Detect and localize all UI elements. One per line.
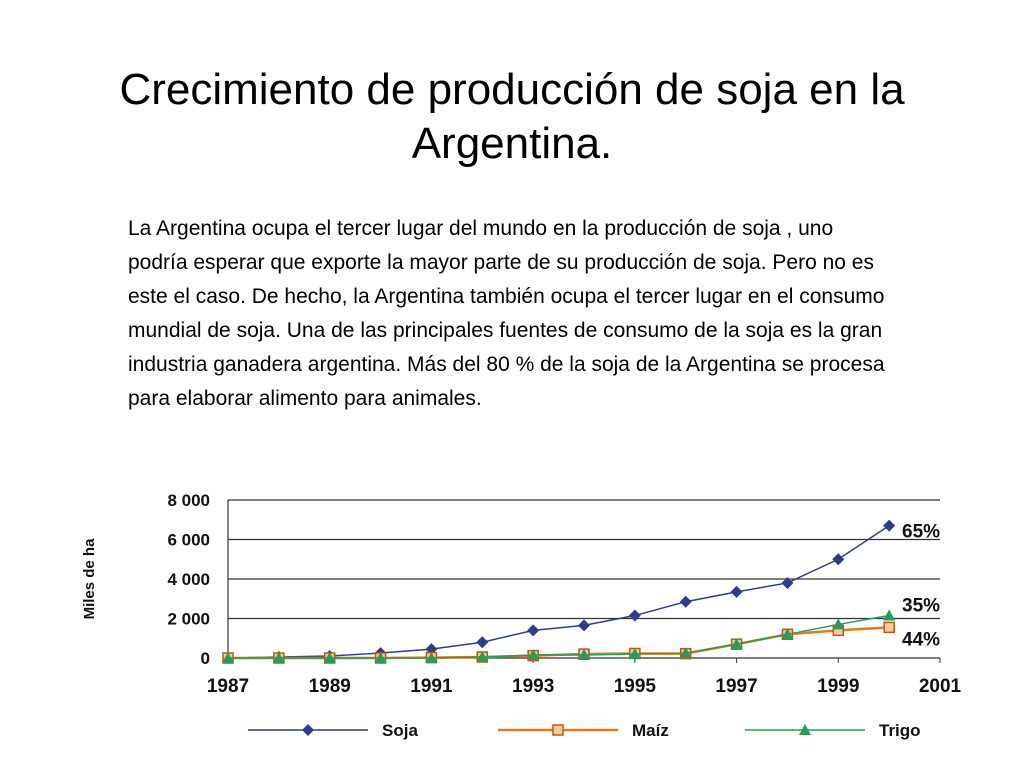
end-label-maiz: 44% bbox=[902, 629, 940, 650]
body-paragraph: La Argentina ocupa el tercer lugar del m… bbox=[128, 217, 885, 410]
chart-svg: 0 2 000 4 000 6 000 8 000 Miles de ha 1987 1989… bbox=[81, 491, 962, 740]
point-trigo bbox=[679, 647, 692, 659]
x-tick-label: 1989 bbox=[309, 676, 351, 697]
end-label-soja: 65% bbox=[902, 522, 940, 543]
series-line-soja bbox=[227, 525, 890, 659]
point-trigo bbox=[883, 609, 896, 621]
point-trigo bbox=[527, 649, 540, 661]
y-tick-label: 6 000 bbox=[167, 531, 210, 550]
x-tick-label: 1987 bbox=[207, 676, 249, 697]
point-trigo bbox=[730, 638, 743, 650]
point-soja bbox=[527, 624, 540, 637]
y-tick-label: 4 000 bbox=[167, 570, 210, 589]
y-axis-title: Miles de ha bbox=[81, 538, 98, 620]
point-trigo bbox=[374, 652, 387, 663]
point-trigo bbox=[476, 651, 489, 663]
point-trigo bbox=[628, 648, 641, 660]
legend-marker-trigo bbox=[799, 724, 811, 735]
y-tick-label: 2 000 bbox=[167, 610, 210, 629]
point-trigo bbox=[222, 652, 234, 663]
legend-marker-soja bbox=[302, 724, 314, 736]
y-tick-label: 0 bbox=[201, 649, 210, 668]
slide-title: Crecimiento de producción de soja en la … bbox=[119, 65, 905, 169]
series-line-trigo bbox=[228, 614, 890, 659]
point-soja bbox=[883, 519, 896, 532]
point-soja bbox=[476, 636, 489, 649]
point-soja bbox=[781, 576, 794, 589]
point-trigo bbox=[781, 628, 794, 640]
y-tick-label: 8 000 bbox=[167, 491, 210, 510]
x-tick-label: 1999 bbox=[817, 676, 859, 697]
point-soja bbox=[730, 585, 743, 598]
legend-label-maiz: Maíz bbox=[632, 721, 669, 740]
line-chart: 0 2 000 4 000 6 000 8 000 Miles de ha 1987 1989… bbox=[70, 480, 980, 760]
point-soja bbox=[578, 619, 590, 632]
x-tick-label: 1991 bbox=[410, 676, 453, 697]
x-tick-label: 1993 bbox=[512, 676, 554, 697]
x-tick-label: 2001 bbox=[919, 676, 962, 697]
end-label-trigo: 35% bbox=[902, 596, 940, 617]
point-trigo bbox=[832, 618, 845, 630]
point-soja bbox=[628, 609, 641, 622]
point-trigo bbox=[272, 652, 285, 663]
point-trigo bbox=[578, 649, 590, 661]
point-soja bbox=[832, 553, 845, 566]
x-tick-label: 1997 bbox=[715, 676, 757, 697]
legend-label-trigo: Trigo bbox=[879, 721, 921, 740]
point-trigo bbox=[323, 652, 336, 663]
point-maiz bbox=[883, 621, 895, 634]
legend-label-soja: Soja bbox=[382, 721, 418, 740]
x-tick-label: 1995 bbox=[614, 676, 657, 697]
point-trigo bbox=[425, 652, 438, 663]
legend-marker-maiz bbox=[552, 724, 564, 736]
point-soja bbox=[679, 595, 692, 608]
